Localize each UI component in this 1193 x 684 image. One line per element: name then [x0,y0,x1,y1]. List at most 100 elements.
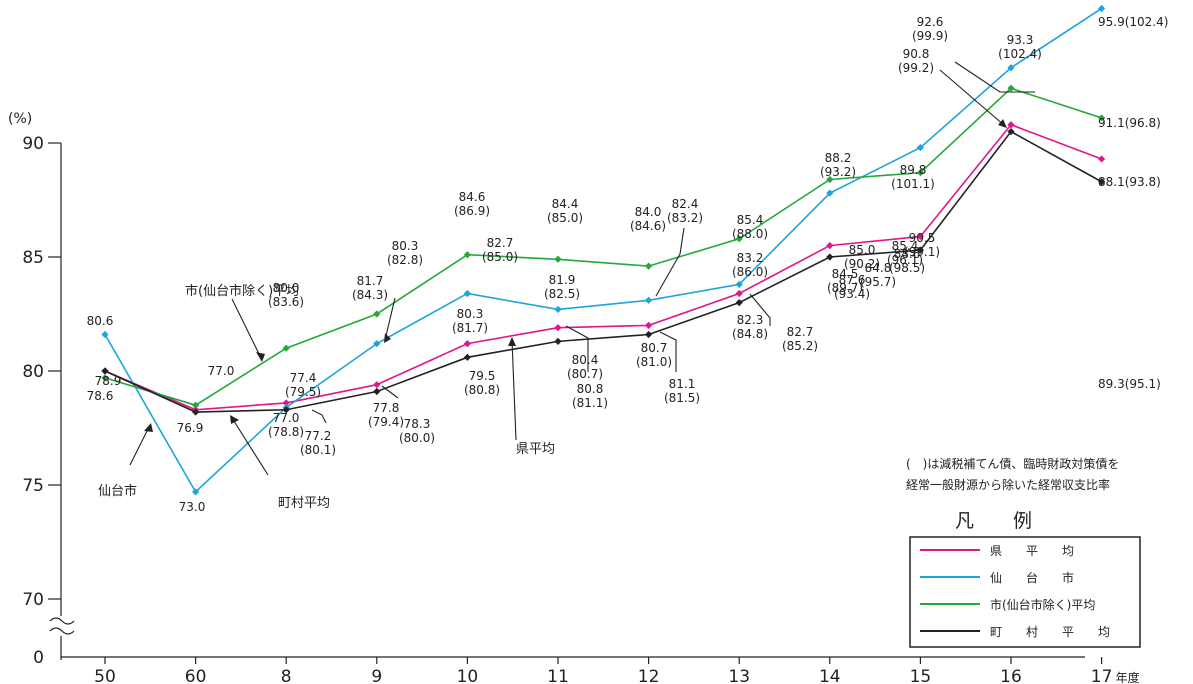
data-point-pref-avg [645,321,653,329]
data-point-sendai [826,189,834,197]
data-label-city-avg: (84.6) [630,219,666,233]
data-label-sendai: 73.0 [179,500,206,514]
data-label-sendai: 77.0 [273,411,300,425]
data-label-town-avg: 82.3 [737,313,764,327]
y-tick-label: 0 [33,648,44,668]
axis-break-icon [49,617,75,635]
data-label-sendai: (83.2) [667,211,703,225]
callout-town-avg: 町村平均 [278,496,330,511]
data-label-sendai: (85.0) [482,250,518,264]
data-point-town-avg [192,408,200,416]
data-point-city-avg [101,374,109,382]
data-label-pref-avg: 80.8 [577,382,604,396]
data-label-city-avg: 78.6 [87,389,114,403]
data-label-town-avg: (81.0) [636,355,672,369]
data-label-pref-avg: (79.5) [285,385,321,399]
data-point-sendai [916,143,924,152]
data-point-town-avg [101,367,109,375]
data-label-pref-avg: (99.2) [898,61,934,75]
data-label-pref-avg: (81.7) [452,321,488,335]
data-label-city-avg: (99.9) [912,29,948,43]
data-label-town-avg: 79.5 [469,369,496,383]
data-point-city-avg [192,401,200,409]
data-label-city-avg: (85.0) [547,211,583,225]
data-label-town-avg: 90.5 [909,231,936,245]
y-ticks: 90 85 80 75 70 0 [22,134,61,668]
data-label-pref-avg: 78.3 [404,417,431,431]
data-label-town-avg: 84.8 [865,261,892,275]
data-point-city-avg [1098,114,1106,122]
data-label-city-avg: 91.1(96.8) [1098,116,1161,130]
data-label-city-avg: (88.0) [732,227,768,241]
data-label-town-avg: 88.1(93.8) [1098,175,1161,189]
series-city-avg [101,84,1106,409]
data-point-town-avg [1098,178,1106,186]
data-label-city-avg: (86.9) [454,204,490,218]
x-tick-label: 17 [1091,667,1113,684]
data-label-pref-avg: (90.2) [844,257,880,271]
data-point-sendai [1007,64,1015,72]
data-label-city-avg: 80.0 [273,281,300,295]
data-label-town-avg: (89.7) [827,281,863,295]
callout-sendai: 仙台市 [98,483,137,499]
data-point-pref-avg [1098,155,1106,163]
y-unit-label: (%) [8,111,32,127]
callout-city-avg: 市(仙台市除く)平均 [185,283,299,299]
data-point-town-avg [463,353,471,361]
data-label-pref-avg: 80.3 [457,307,484,321]
data-point-city-avg [916,169,924,177]
data-label-town-avg: (84.8) [732,327,768,341]
data-label-sendai: 82.7 [487,236,514,250]
data-label-sendai: (86.0) [732,265,768,279]
x-tick-label: 50 [94,667,116,684]
data-label-town-avg: 84.5 [832,267,859,281]
data-label-town-avg: (80.7) [567,367,603,381]
x-tick-label: 13 [728,667,750,684]
data-label-sendai: 82.4 [672,197,699,211]
data-label-pref-avg: (80.0) [399,431,435,445]
data-point-city-avg [282,344,290,352]
data-label-sendai: (102.4) [998,47,1042,61]
x-tick-label: 8 [281,667,292,684]
data-label-sendai: 89.8 [900,163,927,177]
x-tick-label: 16 [1000,667,1022,684]
legend-items: 県 平 均仙 台 市市(仙台市除く)平均町 村 平 均 [920,544,1110,639]
data-label-sendai: 80.3 [392,239,419,253]
data-point-town-avg [645,330,653,339]
data-label-sendai: 87.6 [839,273,866,287]
data-label-city-avg: 84.0 [635,205,662,219]
data-point-city-avg [554,255,562,263]
y-tick-label: 70 [22,590,44,610]
data-label-sendai: 95.9(102.4) [1098,15,1168,29]
data-label-city-avg: (98.5) [889,261,925,275]
data-point-town-avg [373,387,381,396]
x-unit-label: 年度 [1116,670,1140,684]
data-label-pref-avg: 78.9 [95,374,122,388]
data-label-town-avg: (79.4) [368,415,404,429]
data-point-pref-avg [735,289,743,298]
data-point-city-avg [1007,84,1015,92]
series-line-town-avg [104,130,1102,413]
data-label-sendai: 81.9 [549,273,576,287]
data-point-sendai [463,289,471,298]
data-label-sendai: (82.8) [387,253,423,267]
x-tick-label: 11 [547,667,569,684]
x-tick-label: 9 [371,667,382,684]
data-point-sendai [1098,4,1106,13]
x-ticks: 50 60 8 9 10 11 12 13 14 15 16 17 年度 [94,657,1140,684]
y-tick-label: 80 [22,362,44,382]
data-point-pref-avg [282,399,290,407]
callout-pref-avg: 県平均 [516,442,555,457]
data-label-sendai: (93.4) [834,287,870,301]
y-tick-label: 90 [22,134,44,154]
series-layer [101,4,1106,496]
data-label-town-avg: (99.1) [904,245,940,259]
data-point-sendai [373,340,381,348]
data-label-pref-avg: 77.2 [305,429,332,443]
data-label-town-avg: 80.4 [572,353,599,367]
data-label-city-avg: 81.7 [357,274,384,288]
x-tick-label: 14 [819,667,841,684]
data-label-sendai: (101.1) [891,177,935,191]
data-point-town-avg [735,299,743,307]
